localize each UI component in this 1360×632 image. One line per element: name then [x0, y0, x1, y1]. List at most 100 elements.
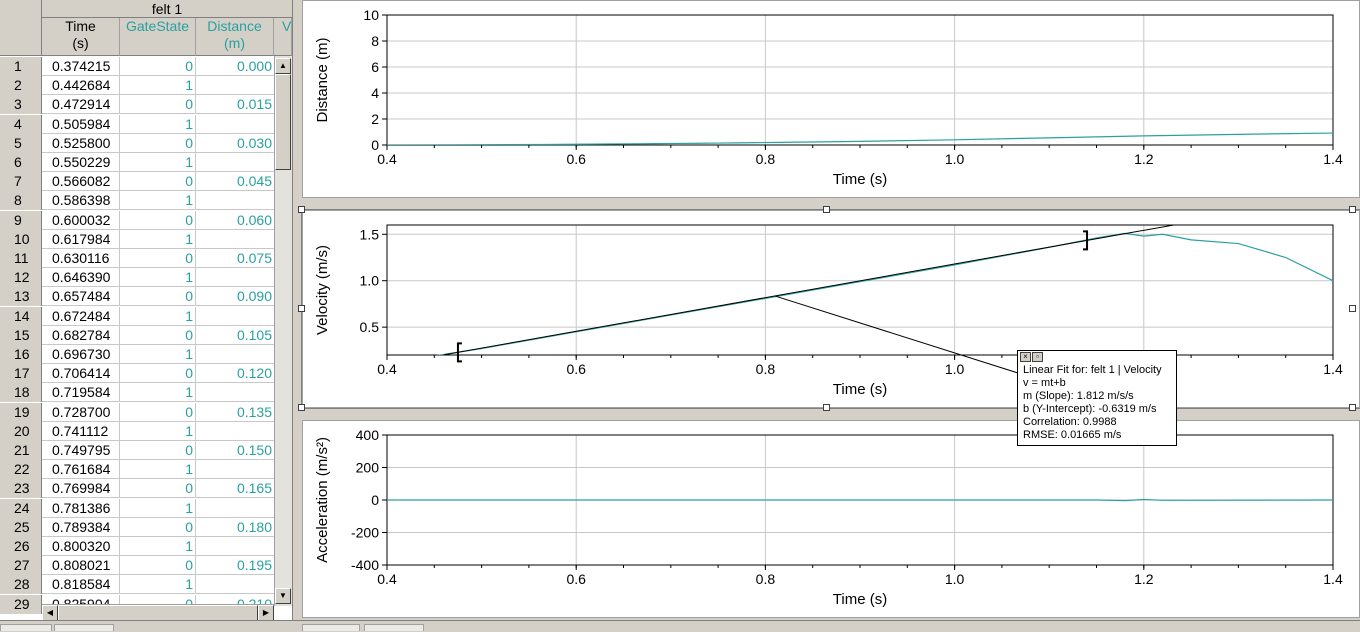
table-row[interactable]: 10 0.617984 1: [0, 229, 274, 249]
time-cell[interactable]: 0.706414: [42, 364, 120, 384]
row-number[interactable]: 27: [0, 556, 42, 576]
acceleration-graph-svg[interactable]: 0.4 0.6 0.8 1.0 1.2 1.4 -400 -200 0 200 400 Time (s…: [303, 421, 1360, 619]
row-number[interactable]: 8: [0, 191, 42, 211]
distance-cell[interactable]: 0.105: [236, 326, 272, 343]
time-cell[interactable]: 0.374215: [42, 57, 120, 76]
distance-cell[interactable]: [196, 383, 274, 402]
page-tab[interactable]: [0, 624, 52, 631]
gatestate-cell[interactable]: 1: [120, 460, 196, 480]
distance-graph-svg[interactable]: 0.4 0.6 0.8 1.0 1.2 1.4 0 2 4 6 8 10 Time (s) Distanc…: [303, 1, 1360, 199]
row-number[interactable]: 23: [0, 479, 42, 499]
time-cell[interactable]: 0.525800: [42, 133, 120, 153]
distance-cell[interactable]: 0.150: [236, 442, 272, 458]
table-row[interactable]: 16 0.696730 1: [0, 345, 274, 364]
table-row[interactable]: 28 0.818584 1: [0, 575, 274, 595]
row-number[interactable]: 4: [0, 114, 42, 134]
distance-cell[interactable]: 0.030: [236, 134, 272, 151]
distance-cell[interactable]: 0.165: [236, 480, 272, 497]
time-cell[interactable]: 0.818584: [42, 575, 120, 595]
time-cell[interactable]: 0.550229: [42, 153, 120, 172]
table-row[interactable]: 6 0.550229 1: [0, 153, 274, 172]
gatestate-cell[interactable]: 1: [120, 345, 196, 364]
data-table[interactable]: felt 1 Time (s) GateState Distance (m) V…: [0, 0, 293, 620]
distance-cell[interactable]: [196, 153, 274, 172]
distance-cell[interactable]: [196, 191, 274, 210]
table-row[interactable]: 2 0.442684 1: [0, 76, 274, 96]
row-number[interactable]: 6: [0, 153, 42, 172]
gatestate-cell[interactable]: 1: [120, 268, 196, 288]
gatestate-cell[interactable]: 0: [120, 57, 196, 76]
resize-handle-bottom[interactable]: [823, 404, 830, 411]
column-header-time[interactable]: Time (s): [42, 18, 120, 56]
horizontal-scrollbar-thumb[interactable]: [58, 605, 258, 620]
table-row[interactable]: 27 0.808021 0 0.195: [0, 556, 274, 576]
distance-cell[interactable]: 0.015: [236, 96, 272, 113]
row-number[interactable]: 25: [0, 517, 42, 537]
time-cell[interactable]: 0.800320: [42, 537, 120, 556]
gatestate-cell[interactable]: 1: [120, 229, 196, 249]
gatestate-cell[interactable]: 0: [120, 172, 196, 192]
gatestate-cell[interactable]: 0: [120, 133, 196, 153]
page-tab[interactable]: [364, 624, 424, 631]
gatestate-cell[interactable]: 0: [120, 210, 196, 230]
distance-cell[interactable]: 0.090: [236, 288, 272, 305]
dataset-header[interactable]: felt 1: [42, 0, 292, 18]
time-cell[interactable]: 0.586398: [42, 191, 120, 211]
time-cell[interactable]: 0.672484: [42, 306, 120, 326]
table-row[interactable]: 19 0.728700 0 0.135: [0, 402, 274, 422]
gatestate-cell[interactable]: 1: [120, 153, 196, 172]
table-row[interactable]: 18 0.719584 1: [0, 383, 274, 403]
table-row[interactable]: 23 0.769984 0 0.165: [0, 479, 274, 499]
resize-handle-top[interactable]: [823, 206, 830, 213]
gatestate-cell[interactable]: 0: [120, 287, 196, 307]
time-cell[interactable]: 0.657484: [42, 287, 120, 307]
row-number[interactable]: 13: [0, 287, 42, 307]
table-row[interactable]: 3 0.472914 0 0.015: [0, 95, 274, 115]
distance-cell[interactable]: [196, 345, 274, 364]
time-cell[interactable]: 0.781386: [42, 498, 120, 518]
linear-fit-box[interactable]: × ▫ Linear Fit for: felt 1 | Velocity v …: [1017, 350, 1177, 446]
resize-handle-top-left[interactable]: [298, 206, 305, 213]
acceleration-graph[interactable]: 0.4 0.6 0.8 1.0 1.2 1.4 -400 -200 0 200 400 Time (s…: [302, 420, 1360, 618]
page-tab[interactable]: [54, 624, 114, 631]
time-cell[interactable]: 0.617984: [42, 229, 120, 249]
scrollbar-thumb[interactable]: [275, 74, 291, 170]
row-number[interactable]: 26: [0, 537, 42, 556]
gatestate-cell[interactable]: 0: [120, 95, 196, 115]
table-row[interactable]: 24 0.781386 1: [0, 498, 274, 518]
distance-cell[interactable]: 0.195: [236, 557, 272, 574]
column-header-velocity[interactable]: V: [274, 18, 292, 56]
scroll-left-arrow-icon[interactable]: ◀: [42, 605, 58, 620]
row-number[interactable]: 24: [0, 498, 42, 518]
table-row[interactable]: 9 0.600032 0 0.060: [0, 210, 274, 230]
table-row[interactable]: 12 0.646390 1: [0, 268, 274, 288]
gatestate-cell[interactable]: 1: [120, 383, 196, 403]
row-number[interactable]: 10: [0, 229, 42, 249]
distance-cell[interactable]: 0.000: [236, 58, 272, 74]
row-number[interactable]: 11: [0, 249, 42, 268]
row-number[interactable]: 19: [0, 402, 42, 422]
time-cell[interactable]: 0.808021: [42, 556, 120, 576]
resize-handle-right[interactable]: [1349, 305, 1356, 312]
time-cell[interactable]: 0.566082: [42, 172, 120, 192]
gatestate-cell[interactable]: 1: [120, 114, 196, 134]
row-number[interactable]: 3: [0, 95, 42, 115]
table-row[interactable]: 22 0.761684 1: [0, 460, 274, 480]
time-cell[interactable]: 0.769984: [42, 479, 120, 499]
time-cell[interactable]: 0.761684: [42, 460, 120, 480]
time-cell[interactable]: 0.682784: [42, 325, 120, 345]
gatestate-cell[interactable]: 0: [120, 517, 196, 537]
time-cell[interactable]: 0.749795: [42, 441, 120, 460]
table-row[interactable]: 15 0.682784 0 0.105: [0, 325, 274, 345]
distance-cell[interactable]: 0.075: [236, 250, 272, 266]
resize-handle-left[interactable]: [298, 305, 305, 312]
time-cell[interactable]: 0.741112: [42, 421, 120, 441]
gatestate-cell[interactable]: 0: [120, 556, 196, 576]
distance-cell[interactable]: 0.120: [236, 365, 272, 382]
row-number[interactable]: 28: [0, 575, 42, 595]
page-tab[interactable]: [302, 624, 360, 631]
gatestate-cell[interactable]: 1: [120, 306, 196, 326]
table-row[interactable]: 21 0.749795 0 0.150: [0, 441, 274, 460]
resize-handle-bottom-left[interactable]: [298, 404, 305, 411]
row-number[interactable]: 5: [0, 133, 42, 153]
